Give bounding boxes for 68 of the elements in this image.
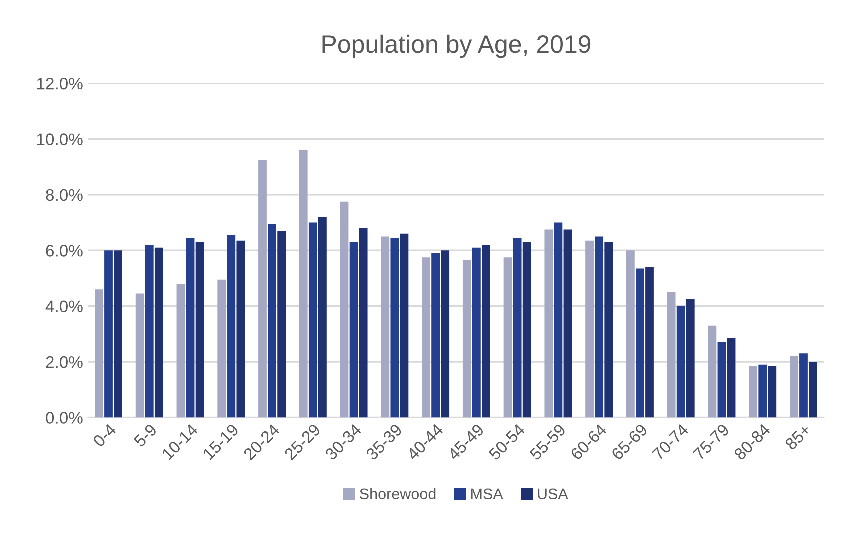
bar xyxy=(145,245,154,418)
y-tick-label: 4.0% xyxy=(46,300,83,313)
y-tick-label: 2.0% xyxy=(46,356,83,368)
bar xyxy=(154,248,164,418)
chart-title: Population by Age, 2019 xyxy=(322,34,591,58)
bar xyxy=(218,280,226,418)
bar xyxy=(718,342,726,418)
bar xyxy=(626,250,635,418)
bar xyxy=(350,242,358,418)
bar xyxy=(308,222,318,418)
y-tick-label: 6.0% xyxy=(46,245,83,257)
bar xyxy=(667,292,676,418)
bar xyxy=(708,326,717,418)
bar xyxy=(432,253,440,418)
bar xyxy=(114,250,122,418)
legend-label: USA xyxy=(538,488,568,500)
bar xyxy=(227,235,236,418)
bar xyxy=(318,217,327,418)
bar xyxy=(176,284,186,418)
bar xyxy=(586,240,594,418)
bar xyxy=(636,268,644,418)
bar xyxy=(104,250,113,418)
bar xyxy=(359,228,368,418)
bar xyxy=(646,267,654,418)
bar xyxy=(186,238,195,418)
x-tick-label: 5-9 xyxy=(133,423,158,448)
bar xyxy=(422,258,430,418)
bar xyxy=(482,245,490,418)
bar xyxy=(196,242,204,418)
x-tick-label: 85+ xyxy=(784,423,812,451)
bar xyxy=(381,236,390,418)
y-tick-label: 0.0% xyxy=(46,412,83,424)
bar xyxy=(472,248,481,418)
bar xyxy=(544,230,554,418)
bar xyxy=(504,258,512,418)
bar xyxy=(136,294,144,418)
legend-label: MSA xyxy=(472,488,504,500)
x-tick-label: 0-4 xyxy=(92,423,118,448)
bar xyxy=(800,354,808,418)
bar xyxy=(676,306,686,418)
y-tick-label: 12.0% xyxy=(37,78,83,90)
bar xyxy=(749,366,758,418)
bar xyxy=(595,236,604,418)
bar xyxy=(809,362,818,418)
bar xyxy=(95,290,104,418)
bar xyxy=(299,150,308,418)
bar xyxy=(768,366,777,418)
bar xyxy=(236,240,246,418)
bar xyxy=(686,299,695,418)
bar xyxy=(441,250,450,418)
bar xyxy=(513,238,522,418)
bar xyxy=(727,338,736,418)
bar xyxy=(462,260,472,418)
bar xyxy=(268,224,276,418)
bar xyxy=(390,238,400,418)
bar xyxy=(400,234,409,418)
legend-label: Shorewood xyxy=(360,488,436,500)
bar xyxy=(604,242,614,418)
bar xyxy=(278,231,286,418)
bar xyxy=(758,364,768,418)
bar xyxy=(564,230,572,418)
bar xyxy=(522,242,532,418)
y-tick-label: 8.0% xyxy=(46,189,83,202)
bar xyxy=(554,222,563,418)
bar xyxy=(790,356,798,418)
bar xyxy=(258,160,267,418)
y-tick-label: 10.0% xyxy=(37,134,83,146)
bar xyxy=(340,202,349,418)
